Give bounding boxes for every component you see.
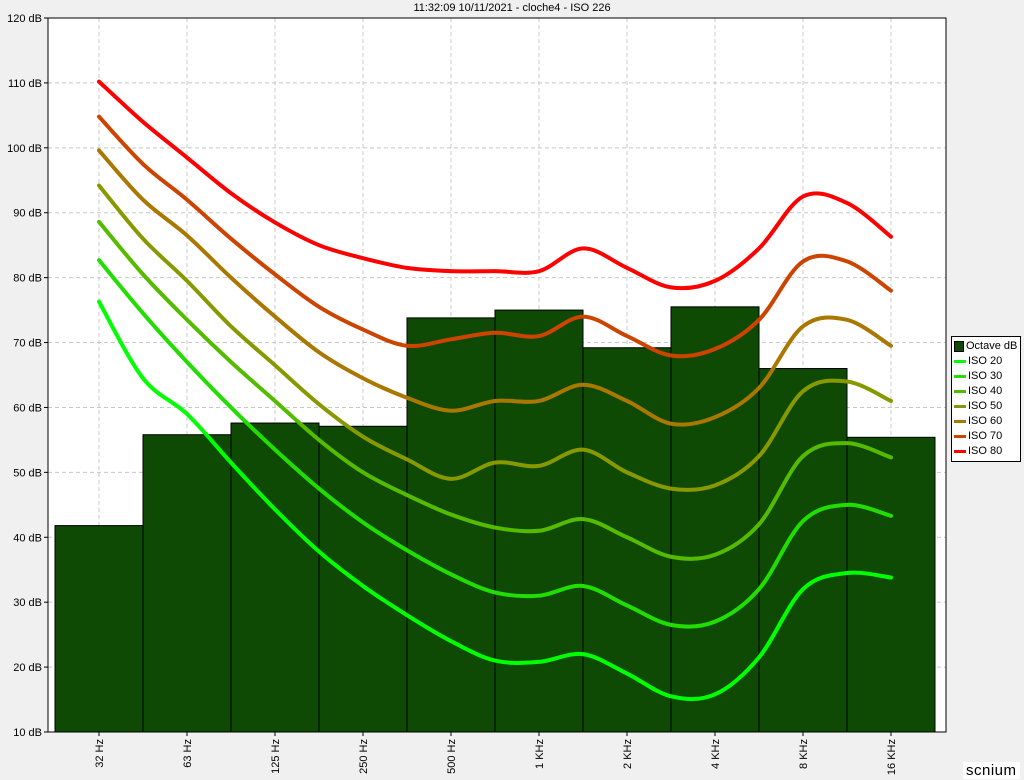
bar-2-khz (582, 347, 672, 733)
x-tick-label: 32 Hz (94, 739, 106, 768)
x-tick-label: 63 Hz (182, 739, 194, 768)
bar-4-khz (670, 306, 760, 733)
x-tick-label: 250 Hz (358, 739, 370, 774)
legend-label: ISO 40 (968, 385, 1003, 397)
x-tick-label: 1 KHz (534, 739, 546, 769)
curve-iso-50 (97, 183, 893, 492)
curve-iso-60 (97, 148, 893, 427)
y-tick-label: 100 dB (7, 143, 42, 155)
legend-swatch (954, 405, 966, 408)
y-tick-label: 10 dB (13, 727, 42, 739)
iso-curves (97, 79, 893, 702)
x-tick-label: 8 KHz (798, 739, 810, 769)
legend-item: ISO 40 (952, 384, 1020, 399)
y-tick-label: 40 dB (13, 532, 42, 544)
y-tick-label: 70 dB (13, 338, 42, 350)
y-tick-label: 90 dB (13, 208, 42, 220)
curve-iso-70 (97, 114, 893, 359)
legend-label: ISO 80 (968, 445, 1003, 457)
y-tick-label: 30 dB (13, 597, 42, 609)
plot-frame (47, 17, 947, 733)
legend-label: ISO 50 (968, 400, 1003, 412)
legend-swatch (954, 435, 966, 438)
legend-label: ISO 20 (968, 355, 1003, 367)
legend-swatch (954, 420, 966, 423)
curve-iso-40 (97, 219, 893, 561)
axes (47, 17, 947, 733)
legend-item: ISO 60 (952, 414, 1020, 429)
legend-label: ISO 70 (968, 430, 1003, 442)
legend-swatch (954, 375, 966, 378)
chart-title: 11:32:09 10/11/2021 - cloche4 - ISO 226 (413, 2, 611, 14)
legend-item: ISO 20 (952, 354, 1020, 369)
y-tick-label: 120 dB (7, 13, 42, 25)
legend-label: Octave dB (966, 340, 1018, 352)
x-tick-label: 4 KHz (710, 739, 722, 769)
y-tick-label: 80 dB (13, 273, 42, 285)
curve-iso-30 (97, 258, 893, 629)
legend-swatch (954, 450, 966, 453)
legend-swatch (954, 390, 966, 393)
y-tick-label: 110 dB (8, 78, 42, 90)
x-tick-label: 125 Hz (270, 739, 282, 774)
x-axis: 32 Hz 63 Hz 125 Hz 250 Hz 500 Hz 1 KHz 2 KHz 4 … (94, 732, 898, 775)
x-tick-label: 2 KHz (622, 739, 634, 769)
legend-item: ISO 70 (952, 429, 1020, 444)
curve-iso-80 (97, 79, 893, 291)
bar-32-hz (54, 525, 144, 733)
bar-8-khz (758, 368, 848, 733)
bar-250-hz (318, 425, 408, 733)
y-tick-label: 50 dB (13, 467, 42, 479)
y-axis: 10 dB 20 dB 30 dB 40 dB 50 dB 60 dB 70 dB 80 dB… (7, 13, 48, 739)
legend-item: Octave dB (952, 339, 1020, 354)
legend-label: ISO 60 (968, 415, 1003, 427)
y-tick-label: 20 dB (13, 662, 42, 674)
bar-125-hz (230, 422, 320, 733)
legend-item: ISO 50 (952, 399, 1020, 414)
bar-63-hz (142, 434, 232, 733)
brand-watermark: scnium (963, 762, 1020, 779)
legend: Octave dB ISO 20 ISO 30 ISO 40 ISO 50 ISO 60 I… (951, 336, 1021, 462)
legend-swatch (954, 360, 966, 363)
y-tick-label: 60 dB (13, 402, 42, 414)
x-tick-label: 16 KHz (886, 739, 898, 775)
legend-item: ISO 30 (952, 369, 1020, 384)
curve-iso-20 (97, 299, 893, 702)
legend-swatch (954, 341, 964, 352)
x-tick-label: 500 Hz (446, 739, 458, 774)
bar-16-khz (846, 436, 936, 733)
legend-label: ISO 30 (968, 370, 1003, 382)
legend-item: ISO 80 (952, 444, 1020, 459)
